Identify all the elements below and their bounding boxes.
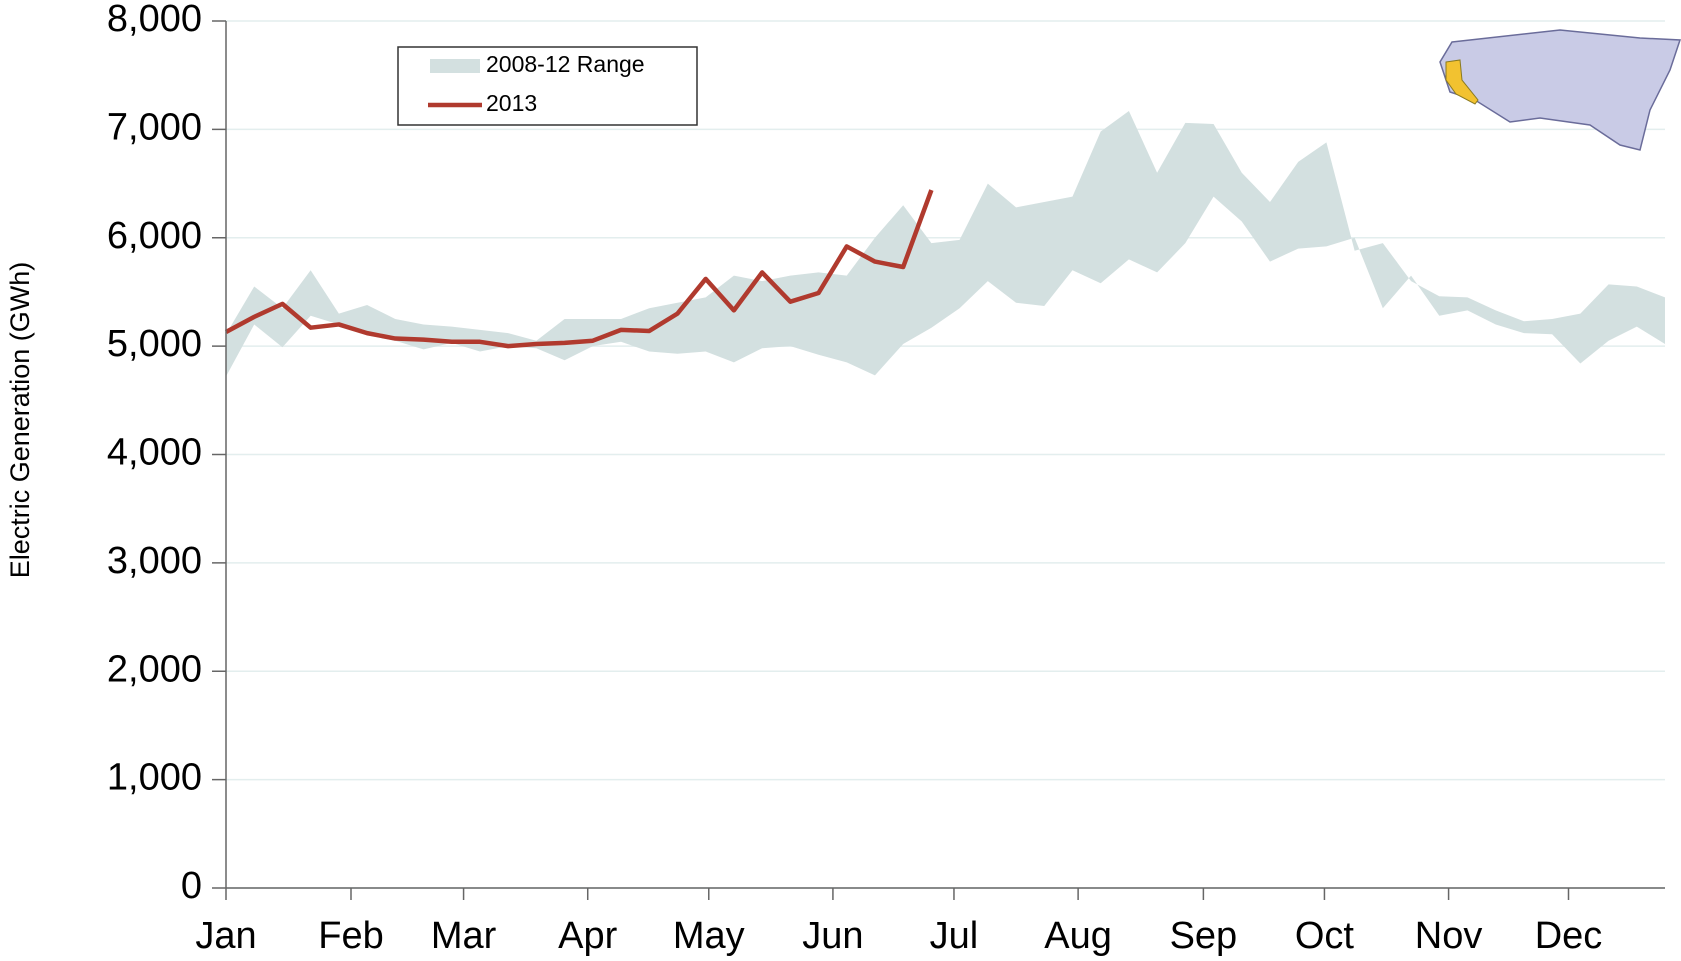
us-map (1439, 29, 1681, 151)
x-tick-label: May (673, 915, 745, 957)
line-2013 (224, 189, 934, 349)
legend-swatch (430, 59, 480, 73)
y-tick-label: 7,000 (107, 106, 202, 148)
legend-box (397, 46, 698, 126)
x-tick-label: Aug (1044, 915, 1112, 957)
y-tick-label: 3,000 (107, 540, 202, 582)
y-tick-label: 5,000 (107, 323, 202, 365)
y-tick-label: 1,000 (107, 757, 202, 799)
x-tick-label: Apr (558, 915, 617, 957)
x-tick-label: Mar (431, 915, 497, 957)
x-tick-label: Jan (195, 915, 256, 957)
map-inset (1439, 29, 1681, 151)
legend: 2008-12 Range 2013 (397, 46, 698, 126)
x-tick-label: Sep (1170, 915, 1238, 957)
legend-label: 2013 (486, 90, 537, 116)
y-tick-label: 6,000 (107, 215, 202, 257)
california (1445, 59, 1479, 105)
y-tick-label: 0 (181, 865, 202, 907)
range-band (226, 110, 1665, 377)
x-tick-label: Nov (1415, 915, 1483, 957)
x-tick-label: Oct (1295, 915, 1355, 957)
y-axis-title: Electric Generation (GWh) (5, 262, 35, 579)
x-tick-label: Feb (318, 915, 383, 957)
x-tick-label: Dec (1535, 915, 1603, 957)
y-tick-label: 2,000 (107, 648, 202, 690)
y-tick-label: 4,000 (107, 432, 202, 474)
legend-label: 2008-12 Range (486, 51, 645, 77)
x-tick-label: Jul (930, 915, 979, 957)
x-tick-label: Jun (802, 915, 863, 957)
y-tick-label: 8,000 (107, 0, 202, 40)
